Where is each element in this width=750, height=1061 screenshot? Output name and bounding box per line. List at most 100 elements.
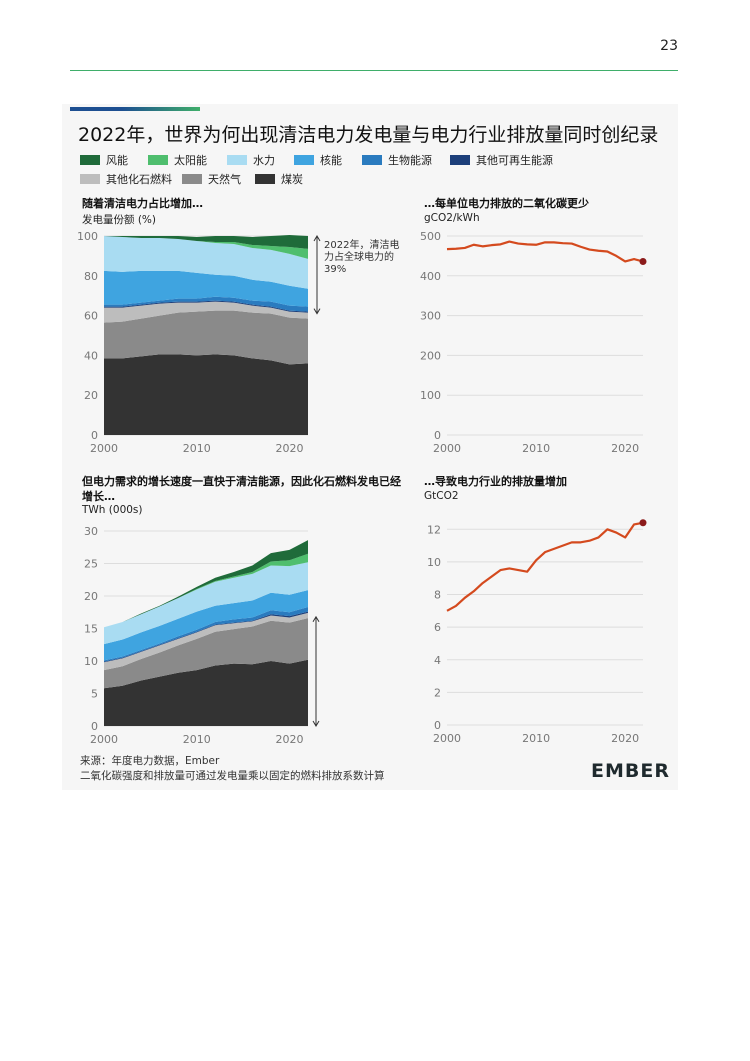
x-tick-label: 2020 bbox=[611, 442, 639, 455]
legend-item-hydro: 水力 bbox=[227, 152, 275, 168]
x-tick-label: 2000 bbox=[433, 732, 461, 745]
y-tick-label: 2 bbox=[434, 686, 441, 699]
chart2-unit: gCO2/kWh bbox=[424, 212, 480, 224]
area-天然气 bbox=[104, 618, 308, 689]
annotation-arrow-bottom bbox=[313, 308, 321, 315]
y-tick-label: 5 bbox=[91, 688, 98, 701]
end-point-marker bbox=[639, 257, 647, 265]
y-tick-label: 20 bbox=[84, 389, 98, 402]
legend-item-coal: 煤炭 bbox=[255, 171, 303, 187]
y-tick-label: 200 bbox=[420, 349, 441, 362]
header-divider bbox=[70, 70, 678, 71]
legend-label: 其他可再生能源 bbox=[476, 154, 553, 167]
y-tick-label: 300 bbox=[420, 310, 441, 323]
annotation-line: 2022年，清洁电 bbox=[324, 238, 399, 251]
y-tick-label: 12 bbox=[427, 523, 441, 536]
legend-label: 生物能源 bbox=[388, 154, 432, 167]
fossil-arrow-top bbox=[312, 615, 320, 623]
source-line: 来源：年度电力数据，Ember bbox=[80, 755, 220, 767]
area-其他可再生能源 bbox=[104, 611, 308, 663]
chart4-title: …导致电力行业的排放量增加 bbox=[424, 475, 567, 488]
x-tick-label: 2020 bbox=[275, 442, 303, 455]
area-风能 bbox=[104, 235, 308, 249]
data-line bbox=[446, 240, 644, 263]
legend-label: 核能 bbox=[320, 154, 342, 167]
chart4-unit: GtCO2 bbox=[424, 490, 459, 502]
area-核能 bbox=[104, 590, 308, 661]
y-tick-label: 0 bbox=[91, 720, 98, 733]
area-其他可再生能源 bbox=[104, 300, 308, 313]
y-tick-label: 4 bbox=[434, 654, 441, 667]
y-tick-label: 100 bbox=[420, 389, 441, 402]
area-生物能源 bbox=[104, 607, 308, 662]
annotation-arrow-top bbox=[313, 235, 321, 242]
area-其他化石燃料 bbox=[104, 301, 308, 323]
legend-label: 太阳能 bbox=[174, 154, 207, 167]
share-area-chart: 0 20 40 60 80 100 2000 2010 2020 2022年，清洁电力占全球电力的… bbox=[77, 230, 399, 455]
area-煤炭 bbox=[104, 354, 308, 435]
x-tick-label: 2020 bbox=[275, 733, 303, 746]
y-tick-label: 0 bbox=[434, 719, 441, 732]
area-生物能源 bbox=[104, 296, 308, 312]
x-tick-label: 2010 bbox=[183, 733, 211, 746]
y-tick-label: 25 bbox=[84, 558, 98, 571]
data-line bbox=[446, 521, 644, 612]
legend-swatch bbox=[227, 155, 247, 165]
legend-swatch bbox=[80, 155, 100, 165]
y-tick-label: 40 bbox=[84, 349, 98, 362]
legend-label: 水力 bbox=[253, 154, 275, 167]
area-太阳能 bbox=[104, 236, 308, 259]
end-point-marker bbox=[639, 519, 647, 527]
chart1-unit: 发电量份额 (%) bbox=[82, 214, 157, 226]
x-tick-label: 2000 bbox=[433, 442, 461, 455]
legend-swatch bbox=[148, 155, 168, 165]
legend-item-bioenergy: 生物能源 bbox=[362, 152, 432, 168]
x-tick-label: 2010 bbox=[522, 442, 550, 455]
ember-logo: EMBER bbox=[591, 760, 670, 782]
y-tick-label: 15 bbox=[84, 623, 98, 636]
y-tick-label: 10 bbox=[427, 556, 441, 569]
chart3-title: 但电力需求的增长速度一直快于清洁能源，因此化石燃料发电已经增长… bbox=[82, 475, 401, 503]
source-note: 来源：年度电力数据，Ember 二氧化碳强度和排放量可通过发电量乘以固定的燃料排… bbox=[80, 754, 385, 784]
x-tick-label: 2000 bbox=[90, 733, 118, 746]
chart1-title: 随着清洁电力占比增加… bbox=[82, 197, 203, 210]
y-tick-label: 0 bbox=[434, 429, 441, 442]
legend-item-gas: 天然气 bbox=[182, 171, 241, 187]
legend-label: 其他化石燃料 bbox=[106, 173, 172, 186]
y-tick-label: 60 bbox=[84, 310, 98, 323]
area-风能 bbox=[104, 540, 308, 628]
area-水力 bbox=[104, 236, 308, 289]
y-tick-label: 100 bbox=[77, 230, 98, 243]
y-tick-label: 20 bbox=[84, 590, 98, 603]
x-tick-label: 2020 bbox=[611, 732, 639, 745]
accent-bar bbox=[70, 107, 200, 111]
intensity-line-chart: 0 100 200 300 400 500 2000 2010 2020 bbox=[420, 230, 647, 455]
generation-area-chart: 0 5 10 15 20 25 30 2000 2010 2020 bbox=[84, 525, 320, 746]
legend-label: 煤炭 bbox=[281, 173, 303, 186]
chart2-title: …每单位电力排放的二氧化碳更少 bbox=[424, 197, 589, 210]
legend-item-wind: 风能 bbox=[80, 152, 128, 168]
area-水力 bbox=[104, 562, 308, 645]
y-tick-label: 500 bbox=[420, 230, 441, 243]
annotation-text: 2022年，清洁电力占全球电力的 39% bbox=[324, 238, 399, 275]
legend-item-other-fossil: 其他化石燃料 bbox=[80, 171, 172, 187]
chart3-unit: TWh (000s) bbox=[82, 504, 143, 516]
legend-swatch bbox=[362, 155, 382, 165]
ember-logo-text: EMBER bbox=[591, 760, 670, 782]
y-tick-label: 0 bbox=[91, 429, 98, 442]
x-tick-label: 2010 bbox=[522, 732, 550, 745]
legend-item-nuclear: 核能 bbox=[294, 152, 342, 168]
page-number: 23 bbox=[660, 38, 678, 54]
legend-swatch bbox=[450, 155, 470, 165]
area-煤炭 bbox=[104, 659, 308, 726]
annotation-line: 39% bbox=[324, 264, 346, 275]
legend-swatch bbox=[182, 174, 202, 184]
y-tick-label: 30 bbox=[84, 525, 98, 538]
legend-label: 风能 bbox=[106, 154, 128, 167]
source-line: 二氧化碳强度和排放量可通过发电量乘以固定的燃料排放系数计算 bbox=[80, 770, 385, 782]
x-tick-label: 2010 bbox=[183, 442, 211, 455]
y-tick-label: 6 bbox=[434, 621, 441, 634]
legend-item-solar: 太阳能 bbox=[148, 152, 207, 168]
y-tick-label: 400 bbox=[420, 270, 441, 283]
annotation-line: 力占全球电力的 bbox=[324, 250, 394, 263]
